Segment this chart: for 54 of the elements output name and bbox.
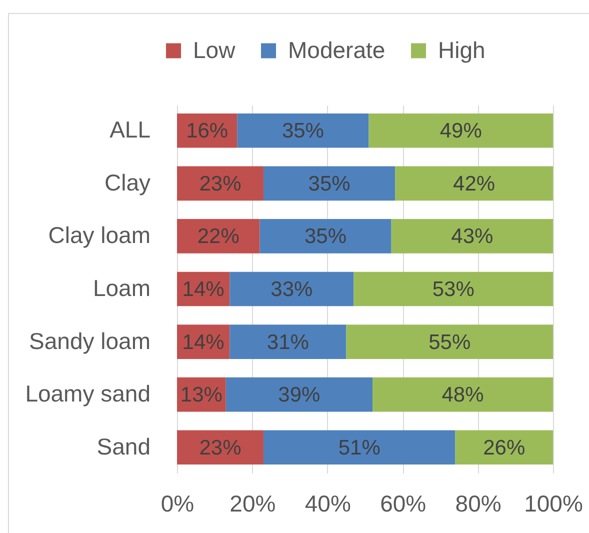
x-tick-label: 20%: [230, 490, 276, 516]
data-label: 39%: [278, 384, 320, 407]
bar: [391, 219, 553, 254]
data-label: 35%: [282, 120, 324, 143]
x-tick-label: 60%: [380, 490, 426, 516]
data-label: 22%: [197, 225, 240, 248]
x-tick-label: 0%: [160, 490, 194, 516]
bar: [263, 430, 456, 465]
data-label: 23%: [199, 172, 242, 196]
y-tick-label: Loam: [92, 275, 150, 301]
data-label: 14%: [182, 330, 224, 354]
data-label: 33%: [270, 278, 313, 301]
data-label: 23%: [199, 436, 242, 460]
y-tick-label: Sandy loam: [29, 328, 150, 354]
data-label: 48%: [442, 384, 484, 407]
data-label: 13%: [180, 384, 222, 407]
data-label: 35%: [304, 225, 347, 248]
data-label: 42%: [453, 172, 496, 196]
y-tick-label: Sand: [96, 433, 150, 460]
bar: [455, 430, 553, 465]
data-label: 35%: [308, 172, 350, 196]
data-label: 43%: [451, 225, 494, 248]
data-label: 16%: [186, 120, 228, 143]
y-tick-label: Clay: [104, 169, 151, 196]
x-tick-label: 40%: [304, 490, 351, 516]
bar: [395, 166, 553, 201]
y-tick-label: Clay loam: [48, 222, 150, 248]
bar: [368, 113, 553, 148]
data-label: 53%: [432, 278, 474, 301]
bar: [177, 430, 264, 465]
legend-label: Low: [193, 36, 236, 63]
y-tick-label: Loamy sand: [25, 380, 150, 407]
data-label: 31%: [266, 330, 309, 354]
bar: [346, 324, 553, 359]
bar: [230, 272, 354, 306]
data-label: 26%: [483, 436, 526, 460]
legend-label: High: [438, 36, 486, 63]
x-tick-label: 100%: [524, 490, 583, 516]
x-tick-label: 80%: [455, 490, 502, 516]
y-tick-label: ALL: [110, 116, 151, 143]
data-label: 55%: [428, 330, 471, 354]
legend-label: Moderate: [288, 36, 386, 63]
bar: [177, 166, 264, 201]
data-label: 49%: [440, 120, 482, 143]
bar: [237, 113, 369, 148]
data-label: 51%: [338, 436, 380, 460]
data-label: 14%: [182, 278, 224, 301]
bar: [177, 219, 260, 254]
bar: [372, 377, 553, 412]
bar: [260, 219, 392, 254]
bar: [226, 377, 373, 412]
bar: [354, 272, 553, 306]
bar: [230, 324, 346, 359]
bar: [263, 166, 396, 201]
